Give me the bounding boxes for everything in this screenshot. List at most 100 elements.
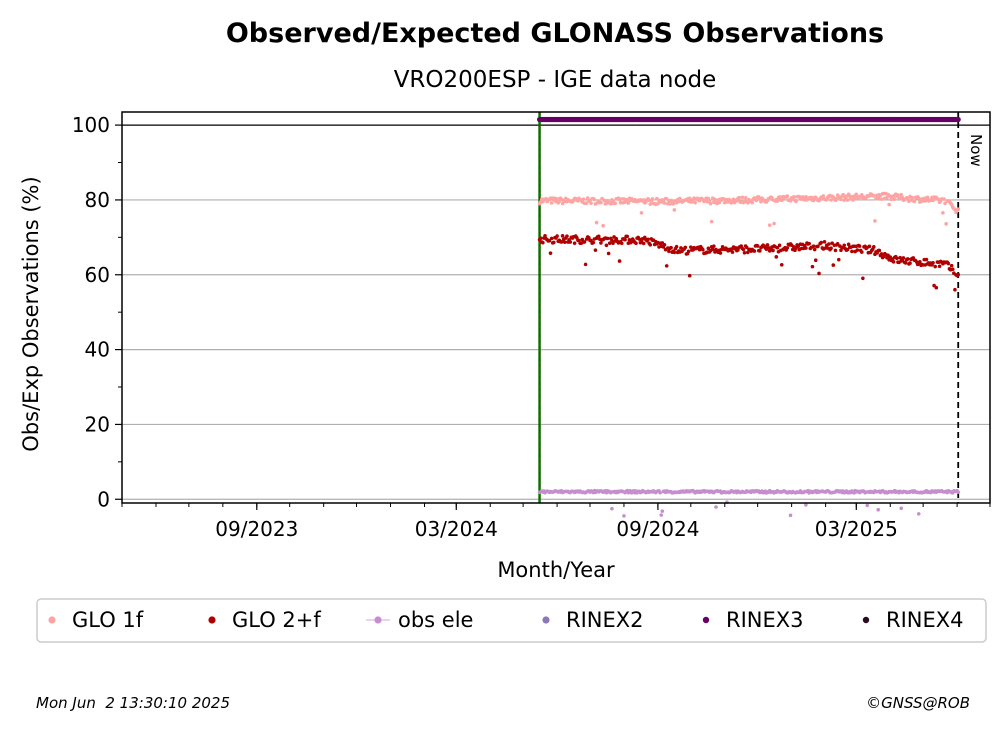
data-point [594,220,599,225]
data-point [610,238,614,243]
data-point [899,506,904,511]
data-point [683,245,688,250]
data-point [758,249,762,253]
data-point [775,245,780,250]
data-point [672,208,677,212]
data-point [924,257,929,262]
data-point [777,243,782,248]
data-point [879,252,884,256]
footer-copyright: ©GNSS@ROB [866,694,970,712]
data-point [792,194,796,199]
y-tick-label: 100 [72,113,110,137]
data-point [879,197,884,201]
data-point [859,192,864,197]
data-point [741,247,746,252]
y-axis: 0 20 40 60 80 100 [72,113,122,511]
data-point [740,195,745,200]
data-point [706,196,711,201]
data-point [804,246,808,250]
data-point [660,509,665,513]
data-point [608,201,613,206]
data-point [750,200,754,205]
data-point [912,199,917,204]
y-tick-label: 20 [85,412,110,436]
data-point [796,244,801,249]
data-point [821,194,826,198]
data-point [872,193,876,198]
data-point [710,247,715,252]
plot-frame [121,111,991,504]
data-point [765,243,770,247]
data-point [572,241,577,245]
data-point [873,219,877,223]
data-point [662,242,667,247]
data-point [568,240,573,244]
data-point [610,506,614,511]
data-point [560,201,565,206]
data-point [687,273,692,278]
data-point [788,513,793,518]
x-tick-label: 09/2023 [215,517,298,541]
data-point [937,264,942,269]
data-point [811,198,816,203]
data-point [777,195,782,199]
data-point [549,201,554,205]
data-point [754,198,759,203]
data-point [538,236,543,241]
data-point [664,264,669,268]
data-point [850,249,854,254]
data-point [931,260,935,265]
data-point [944,222,948,226]
data-point [709,219,714,224]
data-point [771,248,775,253]
data-point [906,257,910,261]
data-point [601,223,605,228]
data-point [555,234,559,238]
data-point [872,245,876,249]
data-point [674,244,679,249]
data-point [785,246,790,250]
data-point [900,195,905,200]
data-point [687,196,692,201]
data-point [833,248,838,253]
data-point [845,247,850,252]
data-point [701,247,705,252]
data-point [901,256,906,260]
data-point [817,271,821,276]
data-point [892,197,897,201]
data-point [891,260,896,264]
data-point [923,199,928,203]
data-point [646,237,650,242]
data-point [591,240,596,245]
data-point [842,243,847,248]
data-point [560,234,565,238]
chart-title: Observed/Expected GLONASS Observations [226,18,884,49]
y-tick-label: 80 [85,188,110,212]
data-point [622,514,626,518]
data-point [604,243,609,248]
y-tick-label: 40 [85,338,110,362]
data-point [841,192,845,197]
data-point [835,241,840,246]
x-axis: 09/2023 03/2024 09/2024 03/2025 [121,503,991,541]
legend-marker [374,616,382,624]
data-point [867,244,872,249]
data-point [861,276,865,281]
data-point [829,246,833,251]
data-point [752,249,757,253]
data-point [548,251,553,255]
data-point [916,196,921,200]
data-point [831,263,836,267]
data-point [865,503,870,508]
data-point [718,251,723,255]
data-point [885,196,889,200]
data-point [708,201,713,206]
data-point [785,194,790,198]
data-point [565,234,569,238]
legend-marker [48,616,56,624]
data-point [581,197,586,201]
data-point [925,195,930,200]
data-point [599,200,603,205]
data-point [693,200,697,205]
data-point [842,198,847,202]
